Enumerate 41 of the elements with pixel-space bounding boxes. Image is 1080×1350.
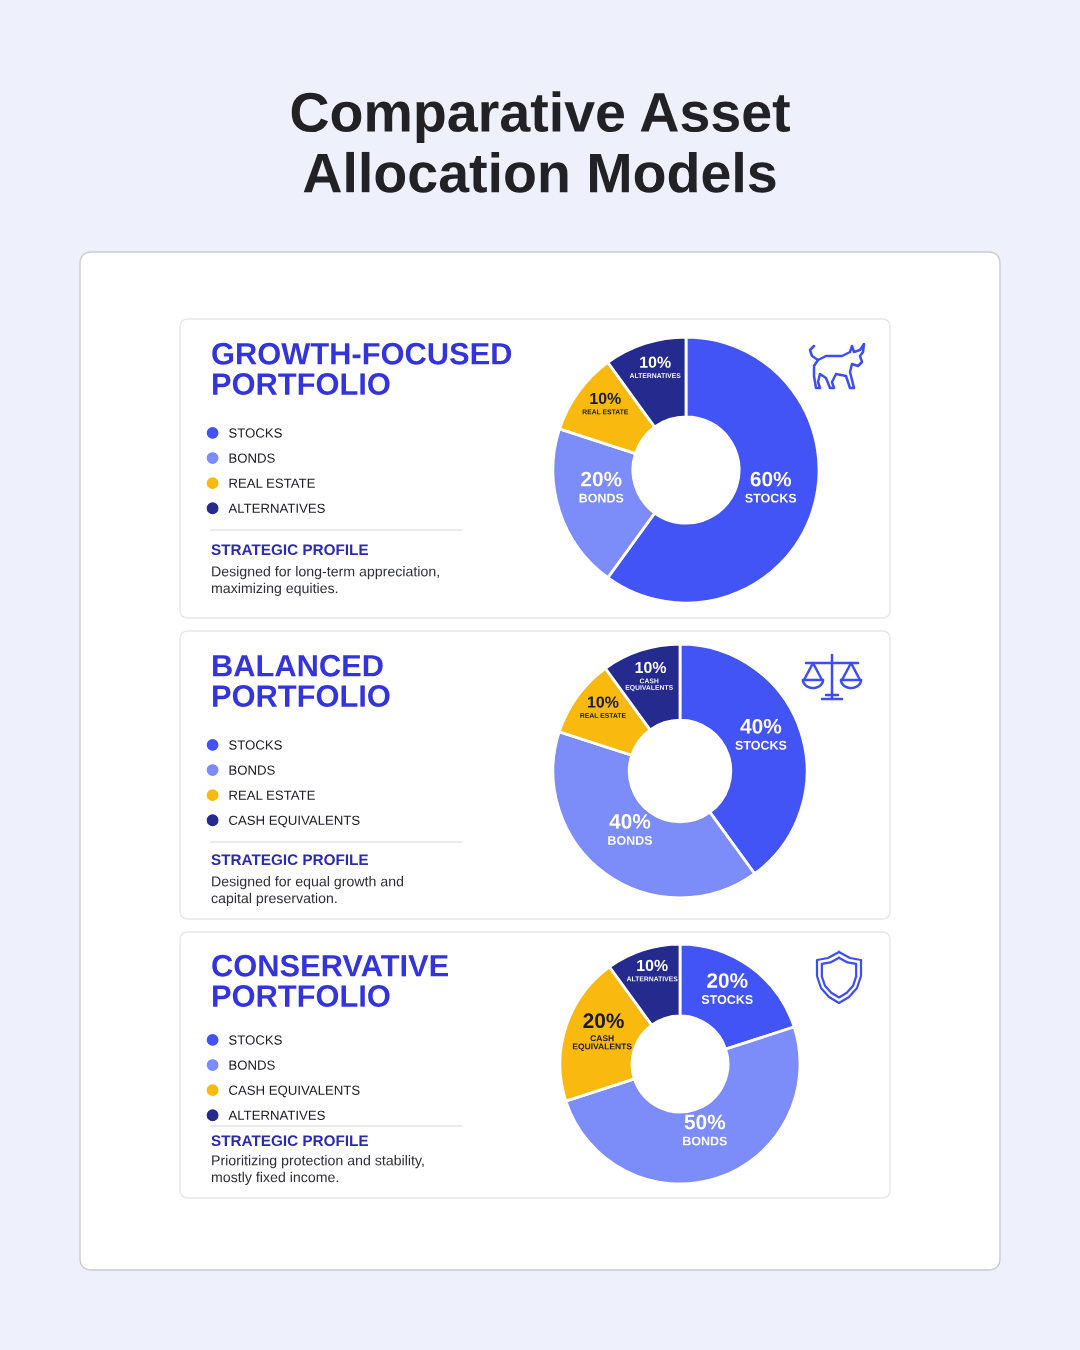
legend-label: BONDS [229, 1060, 275, 1070]
text: Designed for long-term appreciation, maximizing equities. [211, 566, 439, 597]
data-label: 20% [707, 973, 748, 988]
data-label: 40% [609, 814, 651, 829]
text: CONSERVATIVE PORTFOLIO [212, 954, 448, 1007]
slice-label: BONDS [608, 836, 653, 845]
legend-label: BONDS [229, 765, 275, 775]
legend-label: REAL ESTATE [229, 478, 315, 488]
data-label: 40% [740, 718, 782, 734]
data-label: 10% [640, 356, 671, 368]
text: Designed for equal growth and capital preservation. [211, 876, 404, 907]
legend-label: CASH EQUIVALENTS [229, 1085, 360, 1098]
text: STRATEGIC PROFILE [211, 854, 368, 866]
data-label: 10% [635, 661, 667, 674]
data-label: 20% [581, 471, 622, 487]
slice-label: BONDS [683, 1136, 727, 1146]
legend-label: ALTERNATIVES [228, 503, 325, 513]
data-label: 60% [750, 471, 792, 487]
slice-label: STOCKS [735, 740, 787, 750]
text: BALANCED PORTFOLIO [213, 654, 390, 707]
slice-label: BONDS [579, 493, 624, 503]
legend-label: BONDS [229, 453, 275, 463]
data-label: 10% [637, 959, 668, 972]
slice-label: STOCKS [701, 995, 753, 1004]
data-label: 10% [590, 392, 621, 405]
legend-label: STOCKS [229, 428, 282, 438]
legend-label: CASH EQUIVALENTS [229, 815, 360, 828]
legend-label: STOCKS [229, 740, 282, 750]
text: Prioritizing protection and stability, mostly fixed income. [211, 1155, 424, 1186]
slice-label: CASH EQUIVALENTS [572, 1035, 632, 1051]
text: STRATEGIC PROFILE [211, 544, 368, 556]
legend-label: REAL ESTATE [229, 790, 315, 800]
slice-label: STOCKS [745, 493, 797, 503]
legend-label: STOCKS [229, 1035, 282, 1045]
text: GROWTH-FOCUSED PORTFOLIO [212, 342, 512, 395]
data-label: 10% [587, 696, 619, 708]
text: STRATEGIC PROFILE [211, 1135, 368, 1147]
data-label: 50% [684, 1114, 726, 1130]
text: Comparative Asset Allocation Models [291, 91, 790, 193]
legend-label: ALTERNATIVES [228, 1110, 325, 1120]
data-label: 20% [583, 1013, 624, 1029]
